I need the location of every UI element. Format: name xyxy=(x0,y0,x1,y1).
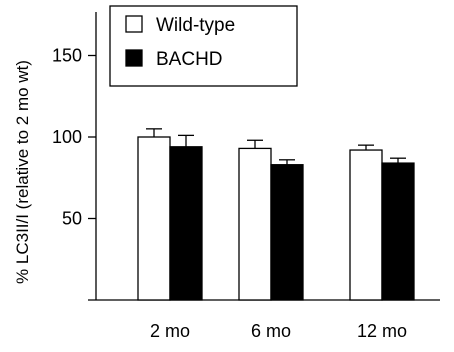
bar-wild-type-6-mo xyxy=(238,147,272,301)
bars xyxy=(137,128,415,301)
bar-bachd-2-mo xyxy=(169,146,203,301)
y-tick-label-150: 150 xyxy=(52,46,82,66)
y-ticks: 50 100 150 xyxy=(52,46,96,229)
y-axis-label: % LC3II/I (relative to 2 mo wt) xyxy=(13,60,32,284)
bar-wild-type-2-mo xyxy=(137,136,171,301)
x-tick-labels: 2 mo 6 mo 12 mo xyxy=(150,321,407,341)
x-tick-label-2-mo: 2 mo xyxy=(150,321,190,341)
legend-label-bachd: BACHD xyxy=(156,49,223,70)
bar-bachd-12-mo xyxy=(381,162,415,301)
x-tick-label-12-mo: 12 mo xyxy=(357,321,407,341)
bar-wild-type-12-mo xyxy=(349,149,383,301)
legend-label-wild-type: Wild-type xyxy=(156,15,235,36)
legend: Wild-type BACHD xyxy=(109,5,298,87)
x-tick-label-6-mo: 6 mo xyxy=(251,321,291,341)
bar-bachd-6-mo xyxy=(270,164,304,301)
legend-swatch-wild-type xyxy=(125,15,143,33)
legend-swatch-bachd xyxy=(125,49,143,67)
y-tick-label-100: 100 xyxy=(52,127,82,147)
y-tick-label-50: 50 xyxy=(62,209,82,229)
